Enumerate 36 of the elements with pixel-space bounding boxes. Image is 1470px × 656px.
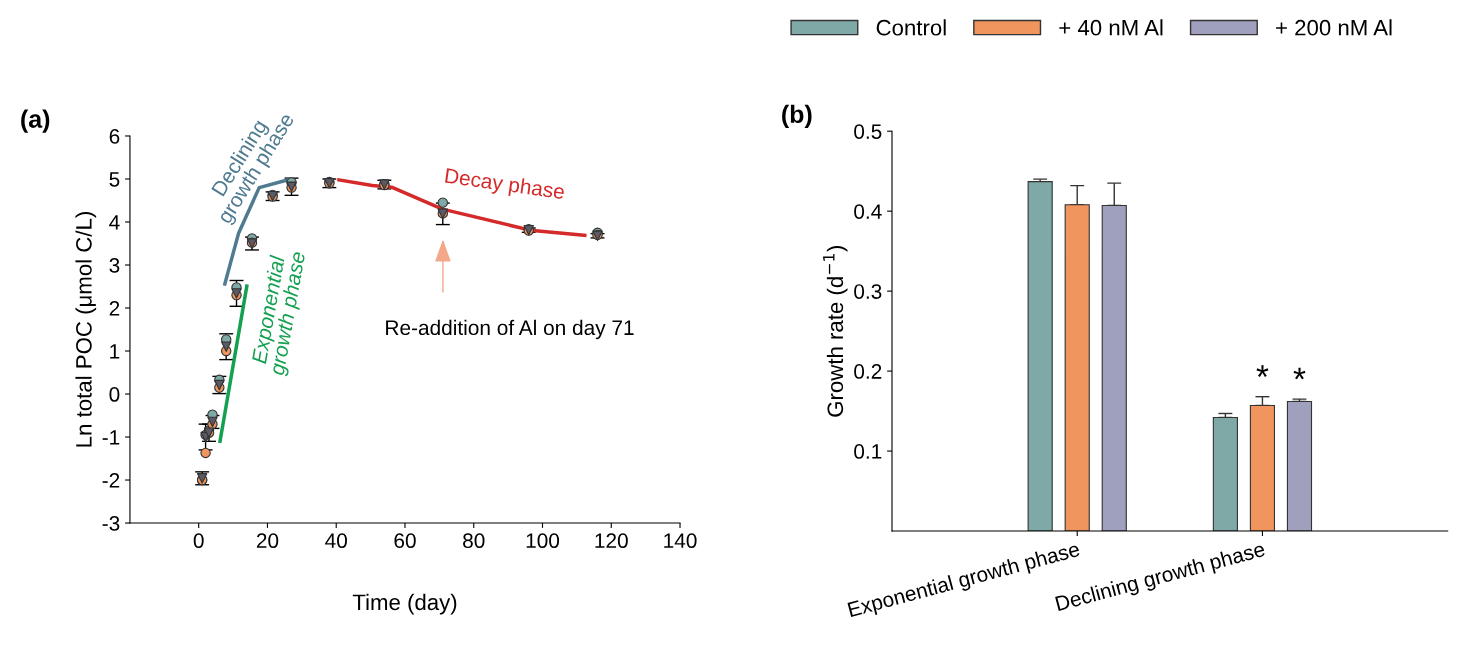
y-tick-label: -1 bbox=[102, 430, 120, 445]
chart-title: (b) bbox=[782, 104, 812, 129]
data-label: * bbox=[1293, 367, 1306, 380]
y-tick-label: 2 bbox=[109, 301, 120, 316]
y-tick-label: -3 bbox=[102, 516, 120, 531]
y-tick-label: 0.2 bbox=[854, 364, 882, 379]
text: Decay phase bbox=[444, 167, 565, 204]
y-axis-title: Ln total POC (μmol C/L) bbox=[75, 212, 97, 447]
y-tick-label: 0.3 bbox=[854, 284, 882, 299]
y-tick-label: 0.5 bbox=[854, 124, 882, 139]
legend-label: + 200 nM Al bbox=[1276, 19, 1392, 36]
y-tick-label: 0.1 bbox=[854, 444, 882, 459]
y-tick-label: 1 bbox=[110, 344, 120, 359]
x-tick-label: 120 bbox=[595, 533, 628, 549]
text: Exponential growth phase bbox=[251, 251, 310, 377]
chart-title: (a) bbox=[21, 109, 50, 133]
annotation: Re-addition of Al on day 71 bbox=[386, 319, 634, 340]
x-tick-label: 60 bbox=[394, 533, 416, 549]
x-tick-label: 20 bbox=[256, 533, 279, 549]
y-tick-label: 0 bbox=[109, 387, 120, 402]
y-tick-label: 4 bbox=[109, 215, 120, 230]
x-tick-label: 40 bbox=[325, 533, 347, 549]
data-label: * bbox=[1256, 365, 1269, 377]
x-tick-label: 100 bbox=[526, 533, 560, 549]
y-tick-label: 3 bbox=[109, 258, 120, 273]
x-tick-label: 140 bbox=[664, 533, 697, 549]
y-tick-label: -2 bbox=[102, 473, 120, 488]
x-tick-label: 80 bbox=[463, 533, 485, 549]
legend-label: + 40 nM Al bbox=[1059, 19, 1163, 36]
y-tick-label: 0.4 bbox=[854, 204, 882, 219]
x-tick-label: 0 bbox=[193, 533, 204, 549]
legend-label: Control bbox=[876, 19, 946, 36]
y-tick-label: 6 bbox=[109, 128, 120, 144]
x-axis-title: Time (day) bbox=[352, 593, 457, 615]
y-axis-title: Growth rate (d$^{−1}$) bbox=[823, 245, 848, 417]
y-tick-label: 5 bbox=[109, 172, 120, 187]
